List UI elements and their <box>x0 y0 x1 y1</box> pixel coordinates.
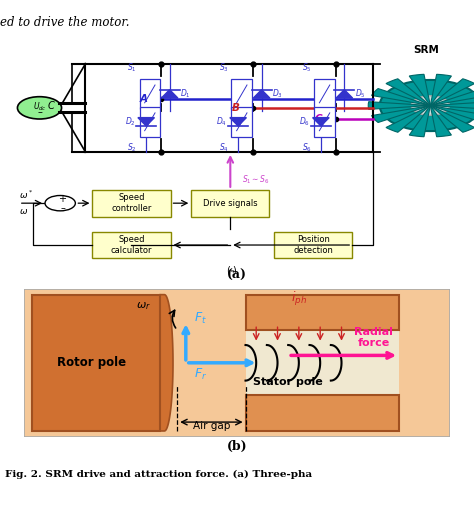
Text: $U_{dc}$: $U_{dc}$ <box>33 101 46 113</box>
Text: $S_5$: $S_5$ <box>302 62 312 74</box>
Text: $D_6$: $D_6$ <box>299 115 310 128</box>
Text: –: – <box>60 203 65 213</box>
Text: Radial
force: Radial force <box>354 327 393 349</box>
Text: $D_4$: $D_4$ <box>217 115 228 128</box>
Wedge shape <box>430 74 451 105</box>
Text: $S_3$: $S_3$ <box>219 62 229 74</box>
Text: C: C <box>47 101 55 110</box>
Text: Fig. 2. SRM drive and attraction force. (a) Three-pha: Fig. 2. SRM drive and attraction force. … <box>5 470 312 479</box>
Wedge shape <box>430 105 474 123</box>
Polygon shape <box>230 118 246 126</box>
Text: $S_2$: $S_2$ <box>128 142 137 154</box>
Bar <box>32 295 160 431</box>
Text: $F_r$: $F_r$ <box>194 367 208 382</box>
Circle shape <box>18 97 62 119</box>
Bar <box>246 295 399 330</box>
Text: $\omega_r$: $\omega_r$ <box>136 300 151 312</box>
Text: $\omega$: $\omega$ <box>19 207 28 216</box>
Text: Speed
controller: Speed controller <box>111 194 152 213</box>
Wedge shape <box>430 88 474 105</box>
Wedge shape <box>409 105 430 137</box>
Bar <box>314 107 335 136</box>
Circle shape <box>45 196 75 211</box>
Wedge shape <box>368 102 430 109</box>
Text: $D_5$: $D_5$ <box>355 88 366 100</box>
Bar <box>274 231 352 259</box>
Bar <box>92 190 171 217</box>
Text: $S_6$: $S_6$ <box>302 142 312 154</box>
Text: $S_1$: $S_1$ <box>128 62 137 74</box>
Wedge shape <box>430 79 474 105</box>
Text: C: C <box>315 114 322 125</box>
Wedge shape <box>409 74 430 105</box>
Text: SRM: SRM <box>413 45 438 55</box>
Circle shape <box>411 96 449 115</box>
Bar <box>191 190 269 217</box>
Polygon shape <box>313 118 329 126</box>
Bar <box>246 396 399 431</box>
Wedge shape <box>372 105 430 123</box>
Text: (a): (a) <box>227 269 247 282</box>
Wedge shape <box>386 105 430 132</box>
Wedge shape <box>430 105 451 137</box>
Bar <box>314 79 335 109</box>
Bar <box>231 107 252 136</box>
Text: $D_3$: $D_3$ <box>273 88 283 100</box>
Text: Speed
calculator: Speed calculator <box>111 236 152 254</box>
Text: $i_{ph}$: $i_{ph}$ <box>291 290 307 308</box>
Bar <box>231 79 252 109</box>
Text: Stator pole: Stator pole <box>253 377 323 387</box>
Text: $F_t$: $F_t$ <box>194 311 207 326</box>
Text: $S_4$: $S_4$ <box>219 142 229 154</box>
Wedge shape <box>372 88 430 105</box>
Wedge shape <box>430 102 474 109</box>
Text: ed to drive the motor.: ed to drive the motor. <box>0 16 129 29</box>
Text: Rotor pole: Rotor pole <box>57 356 127 369</box>
Text: $\omega^*$: $\omega^*$ <box>19 189 33 201</box>
Text: (b): (b) <box>227 440 247 453</box>
Text: Position
detection: Position detection <box>293 236 333 254</box>
Text: –: – <box>37 107 42 117</box>
Wedge shape <box>386 79 430 105</box>
Text: $D_1$: $D_1$ <box>181 88 191 100</box>
Text: A: A <box>139 94 147 104</box>
Wedge shape <box>430 105 474 132</box>
Polygon shape <box>160 295 173 431</box>
Text: $(\tilde{\ })$: $(\tilde{\ })$ <box>226 265 238 277</box>
Circle shape <box>380 80 474 131</box>
Bar <box>139 79 160 109</box>
Polygon shape <box>253 90 270 98</box>
Text: +: + <box>58 194 66 203</box>
Text: $S_1$$\sim$$S_6$: $S_1$$\sim$$S_6$ <box>242 174 270 187</box>
Polygon shape <box>138 118 155 126</box>
Bar <box>92 231 171 259</box>
Polygon shape <box>161 90 178 98</box>
Polygon shape <box>336 90 353 98</box>
Text: Drive signals: Drive signals <box>203 199 258 207</box>
Text: B: B <box>232 103 239 113</box>
Text: Air gap: Air gap <box>193 421 230 431</box>
Bar <box>246 330 399 396</box>
Text: $D_2$: $D_2$ <box>125 115 136 128</box>
Bar <box>139 107 160 136</box>
